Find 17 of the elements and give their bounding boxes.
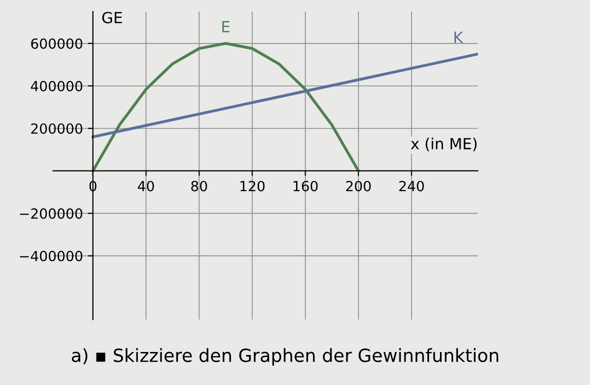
y-axis-title: GE xyxy=(102,12,122,24)
series-label: K xyxy=(454,32,464,43)
x-tick-label: 120 xyxy=(240,180,265,192)
x-tick-label: 200 xyxy=(346,180,371,192)
y-tick-label: 200000 xyxy=(31,123,82,134)
y-tick-label: 600000 xyxy=(31,38,82,49)
line-series xyxy=(92,42,360,172)
x-tick-label: 240 xyxy=(399,180,424,192)
x-tick-label: 80 xyxy=(191,180,208,192)
x-tick-label: 160 xyxy=(294,180,318,192)
y-tick-label: −200000 xyxy=(20,208,82,219)
y-tick-label: −400000 xyxy=(20,250,82,262)
x-tick-label: 40 xyxy=(138,180,154,192)
x-axis-title: x (in ME) xyxy=(410,138,477,152)
series-label: E xyxy=(222,21,230,32)
y-tick-label: 400000 xyxy=(30,80,82,92)
text: a) ▪ Skizziere den Graphen der Gewinnfunktion xyxy=(72,348,498,366)
